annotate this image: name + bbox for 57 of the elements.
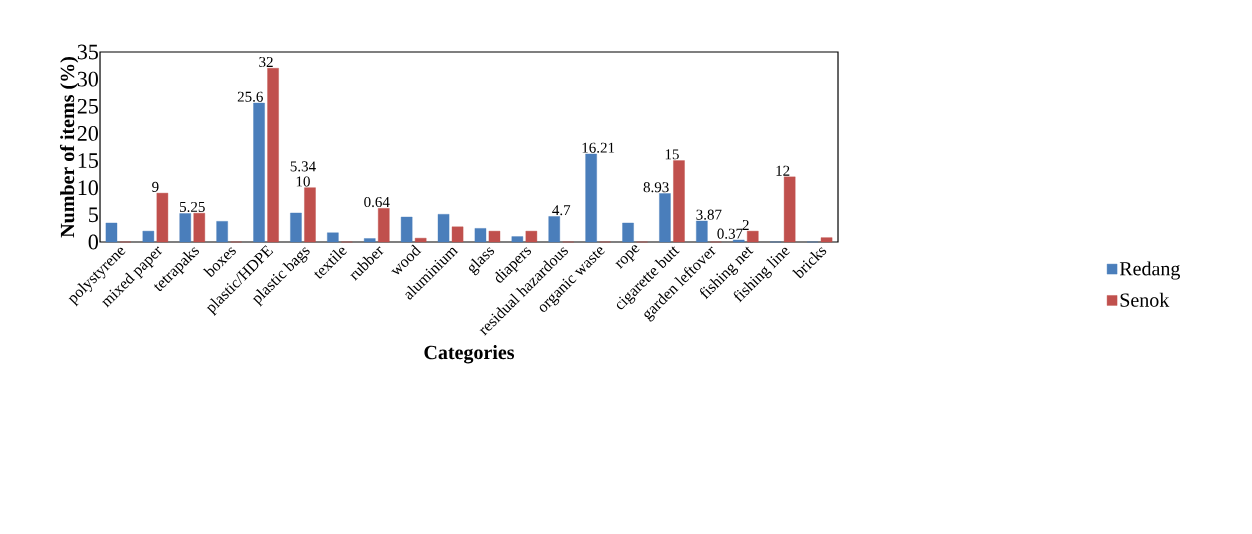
- bar: [585, 153, 597, 243]
- bar: [451, 226, 464, 243]
- bar: [696, 220, 708, 243]
- data-label: 3.87: [696, 209, 722, 220]
- x-tick-label: rope: [615, 245, 640, 269]
- y-tick-label: 30: [77, 71, 98, 87]
- bar: [216, 221, 228, 243]
- bar: [511, 236, 524, 243]
- y-tick-label: 5: [89, 207, 98, 223]
- bar: [142, 230, 155, 243]
- data-label: 5.25: [180, 201, 205, 213]
- bar: [193, 213, 206, 243]
- bar: [820, 237, 833, 243]
- data-label: 8.93: [643, 182, 669, 193]
- legend-label: Senok: [1120, 292, 1170, 307]
- bar: [378, 208, 390, 243]
- y-tick-label: 20: [77, 125, 98, 141]
- bar: [622, 222, 634, 243]
- data-label: 0.64: [364, 196, 390, 208]
- y-tick-label: 10: [78, 180, 98, 196]
- bar: [747, 230, 759, 243]
- data-label: 15: [665, 149, 679, 160]
- bar: [488, 230, 501, 243]
- bar: [156, 192, 169, 243]
- data-label: 25.6: [237, 91, 263, 102]
- data-label: 2: [742, 220, 749, 230]
- bar: [548, 216, 560, 243]
- bar: [327, 232, 339, 243]
- bar: [783, 176, 796, 243]
- data-label: 0.37: [717, 228, 743, 239]
- bar: [400, 216, 413, 243]
- bar: [474, 228, 487, 243]
- bar: [267, 68, 279, 243]
- data-label: 32: [259, 57, 273, 68]
- legend-label: Redang: [1119, 261, 1180, 280]
- bar: [659, 193, 671, 243]
- data-label: 10: [296, 176, 310, 187]
- bar: [437, 214, 450, 243]
- bar: [414, 237, 427, 243]
- x-axis-title: Categories: [424, 345, 515, 364]
- y-tick-label: 25: [77, 98, 98, 114]
- bar: [304, 187, 316, 243]
- y-tick-label: 15: [78, 153, 98, 168]
- bar: [290, 212, 302, 243]
- data-label: 16.21: [582, 142, 615, 153]
- y-tick-label: 35: [77, 44, 98, 60]
- bar: [733, 239, 745, 243]
- data-label: 12: [776, 165, 790, 176]
- data-label: 9: [152, 181, 159, 192]
- bar: [253, 102, 265, 243]
- bar: [673, 160, 685, 243]
- bar: [105, 222, 118, 243]
- bar: [525, 230, 538, 243]
- data-label: 5.34: [290, 161, 316, 172]
- bar: [179, 213, 191, 243]
- bar: [364, 238, 376, 243]
- data-label: 4.7: [552, 205, 571, 216]
